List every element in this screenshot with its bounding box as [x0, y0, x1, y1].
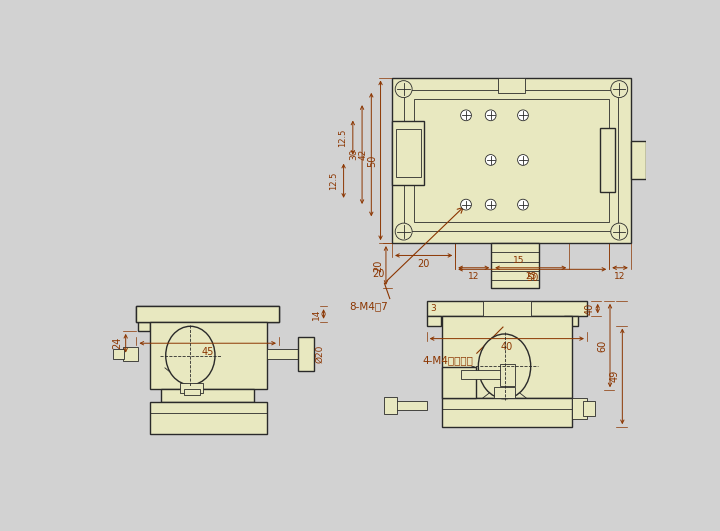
Ellipse shape: [166, 326, 215, 385]
Text: 49: 49: [609, 370, 619, 382]
Bar: [298, 337, 314, 371]
Bar: [427, 316, 441, 326]
Bar: [494, 387, 516, 398]
Text: 20: 20: [372, 269, 384, 279]
Text: 25: 25: [525, 272, 536, 280]
Bar: [483, 301, 531, 316]
Text: 24: 24: [112, 337, 122, 349]
Bar: [492, 243, 539, 288]
Circle shape: [485, 110, 496, 121]
Bar: [384, 397, 397, 414]
Circle shape: [461, 110, 472, 121]
Circle shape: [518, 110, 528, 121]
Circle shape: [395, 81, 412, 98]
Bar: [394, 401, 427, 410]
Text: 14: 14: [312, 309, 320, 320]
Text: 12: 12: [614, 272, 626, 280]
Bar: [184, 389, 199, 395]
Bar: [392, 78, 631, 243]
Text: 15: 15: [513, 256, 525, 264]
Text: 40: 40: [500, 342, 513, 353]
Text: 42: 42: [359, 149, 367, 160]
Text: 20: 20: [373, 259, 383, 272]
Circle shape: [518, 199, 528, 210]
Bar: [396, 129, 420, 177]
Bar: [500, 364, 516, 386]
Ellipse shape: [478, 334, 531, 399]
Bar: [631, 141, 647, 179]
Bar: [498, 78, 526, 93]
Text: 45: 45: [202, 347, 214, 357]
Bar: [178, 322, 190, 331]
Bar: [405, 90, 618, 231]
Text: 40: 40: [585, 303, 595, 315]
Bar: [564, 316, 577, 326]
Text: 20: 20: [418, 259, 430, 269]
Text: Ø20: Ø20: [315, 345, 324, 363]
Bar: [442, 398, 572, 427]
Bar: [150, 402, 266, 434]
Text: 12: 12: [468, 272, 480, 280]
Bar: [220, 322, 233, 331]
Text: 3: 3: [430, 304, 436, 313]
Bar: [490, 316, 505, 326]
Circle shape: [485, 199, 496, 210]
Bar: [137, 306, 279, 322]
Circle shape: [395, 223, 412, 240]
Text: 12.5: 12.5: [338, 129, 348, 147]
Bar: [442, 367, 476, 398]
Bar: [583, 401, 595, 416]
Circle shape: [611, 223, 628, 240]
Bar: [113, 349, 124, 359]
Bar: [414, 99, 609, 221]
Bar: [266, 349, 305, 358]
Bar: [137, 306, 279, 322]
Bar: [138, 322, 150, 331]
Text: 12.5: 12.5: [329, 172, 338, 190]
Text: 50: 50: [526, 273, 539, 283]
Bar: [462, 370, 504, 380]
Circle shape: [518, 155, 528, 165]
Bar: [150, 322, 266, 389]
Circle shape: [611, 81, 628, 98]
Bar: [600, 127, 616, 192]
Text: 30: 30: [349, 149, 359, 160]
Text: 4-M4螺丝用孔: 4-M4螺丝用孔: [423, 356, 474, 365]
Bar: [427, 301, 587, 316]
Circle shape: [461, 199, 472, 210]
Bar: [442, 316, 572, 398]
Text: 60: 60: [597, 339, 607, 352]
Circle shape: [485, 155, 496, 165]
Bar: [572, 398, 587, 419]
Bar: [180, 382, 204, 393]
Text: 50: 50: [366, 154, 377, 167]
Bar: [122, 347, 138, 361]
Text: 8-M4深7: 8-M4深7: [350, 301, 389, 311]
Bar: [392, 122, 425, 185]
Bar: [161, 389, 253, 402]
